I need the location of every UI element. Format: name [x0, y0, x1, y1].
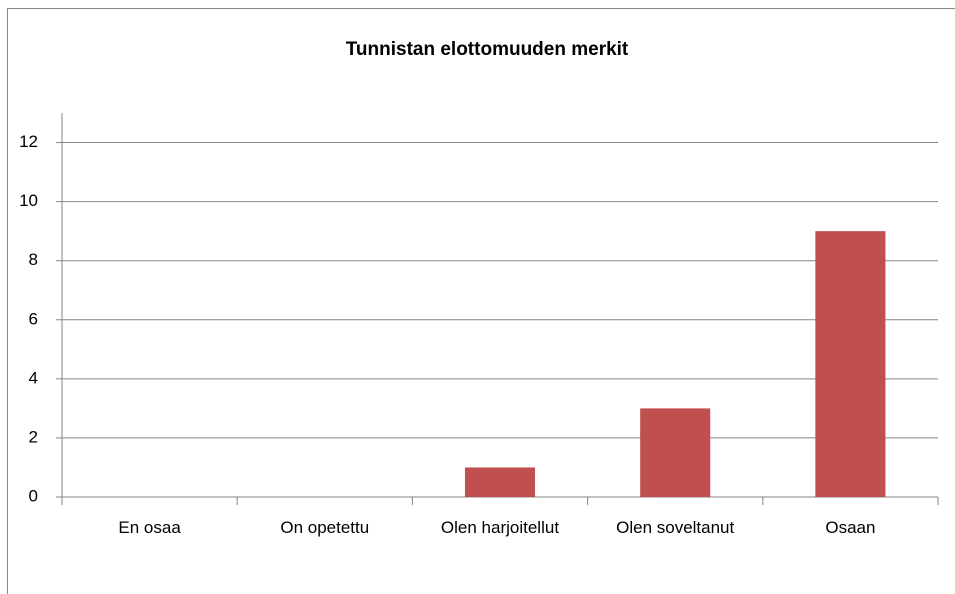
y-tick-label: 10 — [19, 191, 38, 210]
y-tick-label: 8 — [29, 250, 38, 269]
y-tick-label: 6 — [29, 309, 38, 328]
y-tick-label: 12 — [19, 132, 38, 151]
y-tick-label: 4 — [29, 368, 38, 387]
x-tick-label: On opetettu — [280, 518, 370, 537]
bar — [464, 467, 536, 497]
x-tick-label: En osaa — [118, 518, 181, 537]
x-tick-label: Osaan — [825, 518, 876, 537]
x-tick-label: Olen soveltanut — [616, 518, 735, 537]
chart-border — [7, 8, 955, 594]
bar — [815, 231, 886, 497]
chart-title: Tunnistan elottomuuden merkit — [346, 39, 629, 60]
bar — [640, 408, 711, 497]
y-tick-label: 2 — [29, 427, 38, 446]
x-tick-label: Olen harjoitellut — [440, 518, 560, 537]
y-tick-label: 0 — [29, 486, 38, 505]
